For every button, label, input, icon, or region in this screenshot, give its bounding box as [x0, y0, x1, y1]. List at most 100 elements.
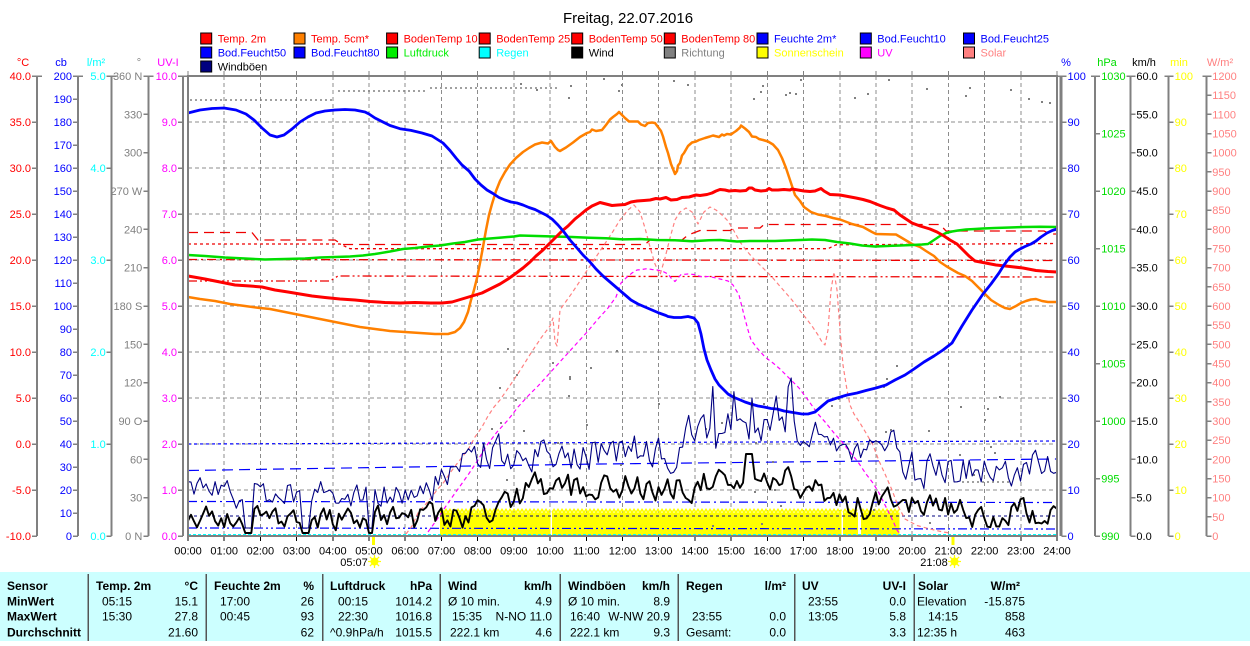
svg-text:20.0: 20.0: [1136, 378, 1157, 390]
svg-text:240: 240: [124, 224, 142, 236]
svg-text:55.0: 55.0: [1136, 109, 1157, 121]
svg-text:7.0: 7.0: [162, 209, 177, 221]
svg-text:%: %: [1061, 57, 1071, 69]
svg-text:2.0: 2.0: [162, 439, 177, 451]
svg-text:km/h: km/h: [1132, 57, 1156, 69]
svg-text:Richtung: Richtung: [681, 48, 724, 60]
svg-text:0: 0: [1068, 531, 1074, 543]
svg-text:110: 110: [54, 278, 72, 290]
svg-text:UV-I: UV-I: [157, 57, 178, 69]
svg-text:Bod.Feucht50: Bod.Feucht50: [218, 48, 287, 60]
svg-text:990: 990: [1101, 531, 1119, 543]
svg-text:13:05: 13:05: [808, 610, 838, 624]
svg-text:12:35 h: 12:35 h: [917, 626, 957, 640]
svg-text:60: 60: [1175, 255, 1187, 267]
svg-text:450: 450: [1212, 359, 1230, 371]
svg-text:15:30: 15:30: [102, 610, 132, 624]
svg-text:210: 210: [124, 263, 142, 275]
svg-text:l/m²: l/m²: [765, 579, 786, 593]
svg-text:Freitag, 22.07.2016: Freitag, 22.07.2016: [563, 10, 693, 27]
svg-text:1025: 1025: [1101, 129, 1125, 141]
svg-text:400: 400: [1212, 378, 1230, 390]
svg-text:16:00: 16:00: [754, 546, 782, 558]
svg-text:09:00: 09:00: [500, 546, 528, 558]
svg-text:Feuchte 2m*: Feuchte 2m*: [774, 34, 837, 46]
svg-text:^0.9hPa/h: ^0.9hPa/h: [330, 626, 384, 640]
svg-text:800: 800: [1212, 224, 1230, 236]
svg-text:40: 40: [1175, 347, 1187, 359]
svg-text:10: 10: [60, 508, 72, 520]
svg-text:330: 330: [124, 109, 142, 121]
svg-text:30: 30: [130, 493, 142, 505]
svg-text:Ø 10 min.: Ø 10 min.: [448, 595, 500, 609]
svg-text:250: 250: [1212, 435, 1230, 447]
svg-text:70: 70: [1175, 209, 1187, 221]
svg-text:Windböen: Windböen: [218, 62, 268, 74]
svg-text:1200: 1200: [1212, 71, 1236, 83]
svg-text:W/m²: W/m²: [991, 579, 1020, 593]
svg-text:9.0: 9.0: [162, 117, 177, 129]
svg-text:80: 80: [1068, 163, 1080, 175]
svg-text:1.0: 1.0: [162, 485, 177, 497]
svg-text:180 S: 180 S: [114, 301, 143, 313]
svg-text:00:45: 00:45: [220, 610, 250, 624]
svg-text:120: 120: [54, 255, 72, 267]
svg-text:min: min: [1170, 57, 1188, 69]
svg-text:9.3: 9.3: [653, 626, 670, 640]
svg-text:10.0: 10.0: [10, 347, 31, 359]
svg-text:90 O: 90 O: [118, 416, 142, 428]
svg-text:06:00: 06:00: [391, 546, 419, 558]
svg-text:60: 60: [60, 393, 72, 405]
svg-text:22:30: 22:30: [338, 610, 368, 624]
svg-text:8.0: 8.0: [162, 163, 177, 175]
svg-text:Bod.Feucht10: Bod.Feucht10: [877, 34, 946, 46]
svg-text:16:40: 16:40: [570, 610, 600, 624]
svg-text:62: 62: [301, 626, 315, 640]
svg-text:Windböen: Windböen: [568, 579, 626, 593]
svg-text:4.9: 4.9: [535, 595, 552, 609]
svg-text:00:15: 00:15: [338, 595, 368, 609]
svg-text:0.0: 0.0: [162, 531, 177, 543]
svg-text:3.3: 3.3: [889, 626, 906, 640]
svg-text:0.0: 0.0: [90, 531, 105, 543]
svg-text:20:00: 20:00: [898, 546, 926, 558]
svg-text:BodenTemp 10: BodenTemp 10: [404, 34, 478, 46]
svg-text:90: 90: [1068, 117, 1080, 129]
svg-text:90: 90: [1175, 117, 1187, 129]
svg-text:1100: 1100: [1212, 109, 1236, 121]
svg-text:5.0: 5.0: [162, 301, 177, 313]
svg-text:20.0: 20.0: [10, 255, 31, 267]
svg-text:21.60: 21.60: [168, 626, 198, 640]
svg-text:km/h: km/h: [524, 579, 552, 593]
svg-text:MinWert: MinWert: [7, 595, 54, 609]
svg-text:4.0: 4.0: [90, 163, 105, 175]
svg-text:14:00: 14:00: [681, 546, 709, 558]
svg-text:°C: °C: [185, 579, 199, 593]
svg-text:1.0: 1.0: [90, 439, 105, 451]
svg-text:40: 40: [1068, 347, 1080, 359]
svg-text:5.0: 5.0: [16, 393, 31, 405]
svg-text:35.0: 35.0: [10, 117, 31, 129]
svg-text:60.0: 60.0: [1136, 71, 1157, 83]
svg-text:60: 60: [1068, 255, 1080, 267]
svg-text:21:00: 21:00: [935, 546, 963, 558]
svg-text:01:00: 01:00: [210, 546, 238, 558]
svg-text:100: 100: [1212, 493, 1230, 505]
svg-text:Sensor: Sensor: [7, 579, 48, 593]
svg-text:18:00: 18:00: [826, 546, 854, 558]
svg-text:30.0: 30.0: [10, 163, 31, 175]
svg-text:08:00: 08:00: [464, 546, 492, 558]
svg-text:Regen: Regen: [496, 48, 528, 60]
svg-text:05:15: 05:15: [102, 595, 132, 609]
svg-text:80: 80: [1175, 163, 1187, 175]
svg-text:Feuchte 2m: Feuchte 2m: [214, 579, 281, 593]
svg-text:80: 80: [60, 347, 72, 359]
svg-text:500: 500: [1212, 339, 1230, 351]
svg-text:170: 170: [54, 140, 72, 152]
svg-text:1000: 1000: [1101, 416, 1125, 428]
svg-text:BodenTemp 25: BodenTemp 25: [496, 34, 570, 46]
svg-text:14:15: 14:15: [928, 610, 958, 624]
svg-text:Temp. 2m: Temp. 2m: [218, 34, 266, 46]
svg-text:5.0: 5.0: [1136, 493, 1151, 505]
svg-text:26: 26: [301, 595, 315, 609]
